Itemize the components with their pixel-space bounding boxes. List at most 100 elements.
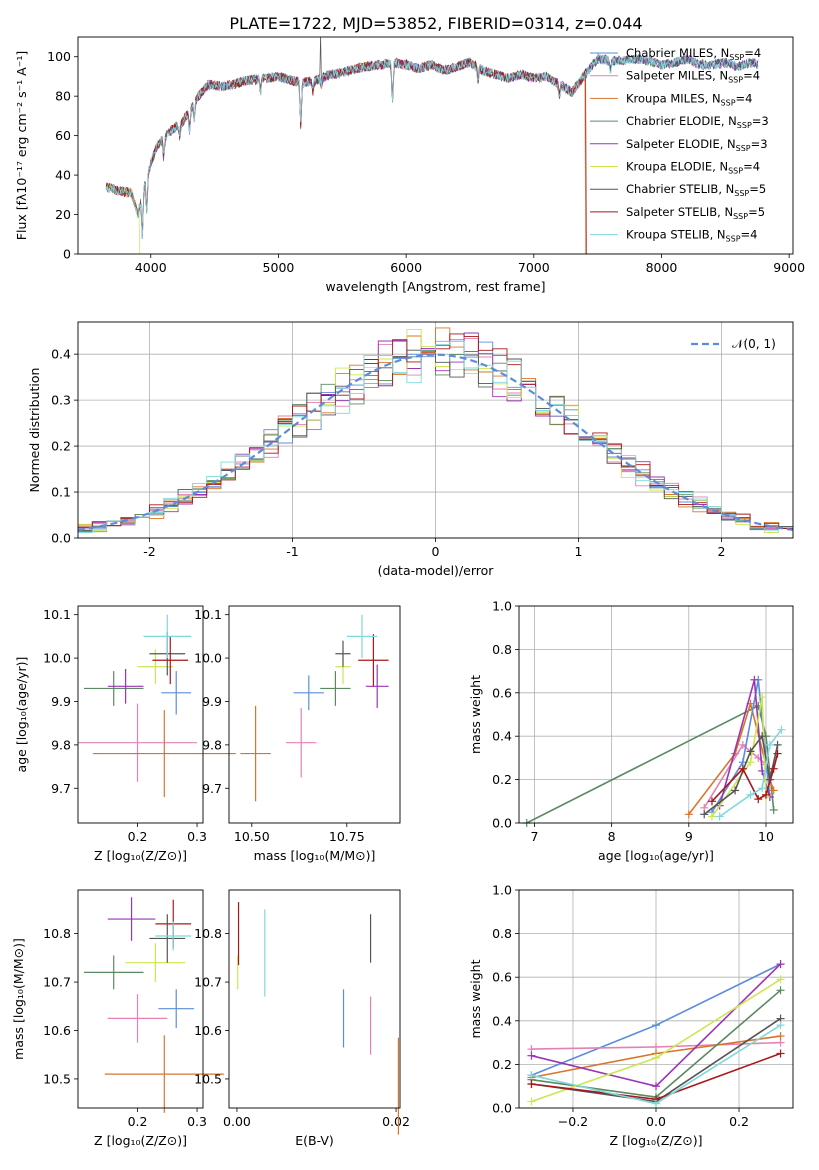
legend-label-kroupa_stelib: Kroupa STELIB, NSSP=4	[626, 228, 757, 244]
x-tick-label: 9000	[773, 260, 805, 275]
x-tick-label: 0.0	[646, 1114, 666, 1129]
legend-text: Kroupa MILES, N	[626, 91, 721, 105]
x-axis-label: (data-model)/error	[378, 563, 495, 578]
line-salpeter_stelib	[711, 753, 779, 802]
y-tick-label: 0.4	[492, 1013, 512, 1028]
legend-subscript: SSP	[733, 212, 748, 221]
x-tick-label: −0.2	[558, 1114, 588, 1129]
y-axis-label: mass [log₁₀(M/M⊙)]	[11, 938, 26, 1060]
y-tick-label: 9.8	[202, 737, 222, 752]
legend-label-kroupa_elodie: Kroupa ELODIE, NSSP=4	[626, 160, 760, 176]
y-axis-label: Flux [fλ10⁻¹⁷ erg cm⁻² s⁻¹ A⁻¹]	[14, 51, 29, 240]
y-tick-label: 10.0	[43, 651, 71, 666]
y-tick-label: 9.7	[202, 781, 222, 796]
y-tick-label: 100	[47, 49, 71, 64]
x-tick-label: 1	[575, 544, 583, 559]
line-chabrier_stelib	[703, 734, 779, 815]
histogram-kroupa_stelib	[78, 340, 793, 533]
axes-frame	[77, 321, 794, 539]
legend-subscript: SSP	[734, 189, 749, 198]
y-tick-label: 0.8	[492, 926, 512, 941]
y-tick-label: 10.8	[43, 926, 71, 941]
y-axis-label: age [log₁₀(age/yr)]	[14, 657, 29, 773]
y-tick-label: 0.6	[492, 970, 512, 985]
y-tick-label: 0.1	[51, 485, 71, 500]
y-tick-label: 0.0	[492, 1101, 512, 1116]
x-tick-label: -2	[143, 544, 155, 559]
legend-subscript: SSP	[728, 167, 743, 176]
x-tick-label: 0.02	[382, 1114, 410, 1129]
y-tick-label: 0.6	[492, 685, 512, 700]
legend-text: =4	[743, 69, 760, 83]
x-tick-label: 10.50	[234, 829, 270, 844]
x-tick-label: 2	[718, 544, 726, 559]
legend-subscript: SSP	[737, 121, 752, 130]
legend-text: Chabrier MILES, N	[626, 46, 729, 60]
histogram-kroupa_miles	[78, 327, 793, 533]
panel-residuals: -2 -1 0 1 2 0.0 0.1 0.2 0.3 0.4 (data-model)/error…	[27, 321, 794, 578]
y-tick-label: 9.7	[51, 781, 71, 796]
legend-subscript: SSP	[736, 144, 751, 153]
panel-mass_vs_Z: 0.2 0.3 10.5 10.6 10.7 10.8 Z [log₁₀(Z/Z⊙)] mas…	[11, 889, 224, 1148]
legend-text: =4	[743, 160, 760, 174]
y-tick-label: 0.4	[51, 347, 71, 362]
x-tick-label: 0.2	[128, 829, 148, 844]
x-tick-label: 8000	[646, 260, 678, 275]
x-tick-label: 0.2	[729, 1114, 749, 1129]
y-tick-label: 10.1	[43, 607, 71, 622]
normal-curve	[77, 353, 794, 531]
x-tick-label: 0.3	[187, 829, 207, 844]
spectrum-line-kroupa_miles	[105, 58, 758, 254]
legend-text: =4	[741, 228, 758, 242]
x-axis-label: E(B-V)	[295, 1133, 334, 1148]
y-axis-label: mass weight	[468, 959, 483, 1038]
y-tick-label: 0	[63, 247, 71, 262]
histogram-salpeter_stelib	[78, 333, 793, 529]
y-tick-label: 10.0	[194, 651, 222, 666]
y-tick-label: 10.8	[194, 926, 222, 941]
x-tick-label: 5000	[263, 260, 295, 275]
x-tick-label: 0	[432, 544, 440, 559]
y-tick-label: 10.6	[194, 1023, 222, 1038]
x-tick-label: 7	[530, 829, 538, 844]
y-axis-label: mass weight	[468, 675, 483, 754]
panel-age_vs_mass: 10.50 10.75 9.7 9.8 9.9 10.0 10.1 mass [log₁₀(M…	[194, 605, 401, 863]
y-tick-label: 1.0	[492, 599, 512, 614]
legend-label-salpeter_miles: Salpeter MILES, NSSP=4	[626, 69, 760, 85]
legend-text: Salpeter ELODIE, N	[626, 137, 736, 151]
y-tick-label: 0.4	[492, 729, 512, 744]
axes-frame	[77, 889, 204, 1109]
x-axis-label: Z [log₁₀(Z/Z⊙)]	[94, 1133, 187, 1148]
legend-label-chabrier_stelib: Chabrier STELIB, NSSP=5	[626, 182, 766, 198]
spectrum-line-salpeter_stelib	[105, 58, 758, 254]
legend-text: =4	[744, 46, 761, 60]
x-tick-label: 0.00	[223, 1114, 251, 1129]
legend-text: =5	[748, 205, 765, 219]
x-tick-label: 0.2	[128, 1114, 148, 1129]
x-axis-label: wavelength [Angstrom, rest frame]	[325, 279, 545, 294]
y-tick-label: 0.0	[492, 816, 512, 831]
panel-mass_weight_vs_Z: −0.2 0.0 0.2 0.0 0.2 0.4 0.6 0.8 1.0 Z [log₁₀(Z/Z…	[468, 883, 794, 1148]
y-tick-label: 20	[55, 207, 71, 222]
legend-label-normal: 𝒩(0, 1)	[732, 337, 776, 351]
legend-subscript: SSP	[729, 53, 744, 62]
legend-label-salpeter_stelib: Salpeter STELIB, NSSP=5	[626, 205, 765, 221]
legend-text: Salpeter MILES, N	[626, 69, 728, 83]
legend-text: Chabrier STELIB, N	[626, 182, 734, 196]
legend-text: Salpeter STELIB, N	[626, 205, 733, 219]
axes-frame	[518, 605, 794, 824]
y-tick-label: 9.9	[51, 694, 71, 709]
x-axis-label: age [log₁₀(age/yr)]	[598, 848, 714, 863]
y-tick-label: 0.0	[51, 531, 71, 546]
axes-frame	[518, 889, 794, 1109]
y-tick-label: 10.1	[194, 607, 222, 622]
legend-text: Kroupa STELIB, N	[626, 228, 726, 242]
legend-label-salpeter_elodie: Salpeter ELODIE, NSSP=3	[626, 137, 768, 153]
legend-text: =3	[752, 114, 769, 128]
panel-mass_weight_vs_age: 7 8 9 10 0.0 0.2 0.4 0.6 0.8 1.0 age [log₁₀(age/yr…	[468, 599, 794, 863]
axes-frame	[228, 605, 401, 824]
y-tick-label: 10.6	[43, 1023, 71, 1038]
legend-label-chabrier_miles: Chabrier MILES, NSSP=4	[626, 46, 761, 62]
